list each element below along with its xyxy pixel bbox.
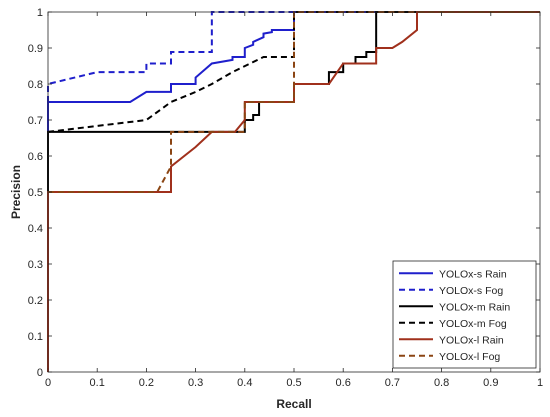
y-axis-label: Precision <box>9 165 23 219</box>
y-tick-label: 0.2 <box>28 295 43 307</box>
x-tick-label: 0.7 <box>385 377 400 389</box>
y-tick-label: 0.6 <box>28 151 43 163</box>
legend-box <box>392 260 537 369</box>
legend-label-yolox-l-fog: YOLOx-l Fog <box>439 351 500 363</box>
x-tick-label: 0 <box>45 377 51 389</box>
series-layer <box>47 11 540 372</box>
x-tick-label: 0.6 <box>336 377 351 389</box>
series-line-yolox-s-rain <box>47 11 540 372</box>
legend-label-yolox-m-rain: YOLOx-m Rain <box>439 301 510 313</box>
y-tick-label: 0.7 <box>28 115 43 127</box>
legend-label-yolox-l-rain: YOLOx-l Rain <box>439 334 504 346</box>
x-tick-label: 0.8 <box>434 377 449 389</box>
y-tick-label: 0 <box>37 367 43 379</box>
x-tick-label: 0.9 <box>483 377 498 389</box>
x-axis-label: Recall <box>276 397 311 411</box>
legend-label-yolox-m-fog: YOLOx-m Fog <box>439 318 507 330</box>
ticks-layer: 0 0.1 0.2 0.3 0.4 0.5 0.6 0.7 0.8 0.9 1 0 0.1 0.2 0.3 0… <box>28 7 543 389</box>
y-tick-label: 1 <box>37 7 43 19</box>
x-tick-label: 0.5 <box>286 377 301 389</box>
legend: YOLOx-s Rain YOLOx-s Fog YOLOx-m Rain YOLOx… <box>392 260 537 369</box>
x-tick-label: 0.3 <box>188 377 203 389</box>
series-line-yolox-s-fog <box>47 11 540 372</box>
x-tick-label: 0.2 <box>139 377 154 389</box>
legend-label-yolox-s-rain: YOLOx-s Rain <box>439 268 507 280</box>
series-line-yolox-l-fog <box>48 11 540 193</box>
y-tick-label: 0.8 <box>28 79 43 91</box>
x-tick-label: 0.4 <box>237 377 252 389</box>
y-tick-label: 0.9 <box>28 43 43 55</box>
y-tick-label: 0.3 <box>28 259 43 271</box>
x-tick-label: 1 <box>537 377 543 389</box>
x-tick-label: 0.1 <box>90 377 105 389</box>
y-tick-label: 0.1 <box>28 331 43 343</box>
y-tick-label: 0.4 <box>28 223 43 235</box>
legend-label-yolox-s-fog: YOLOx-s Fog <box>439 285 503 297</box>
y-tick-label: 0.5 <box>28 187 43 199</box>
